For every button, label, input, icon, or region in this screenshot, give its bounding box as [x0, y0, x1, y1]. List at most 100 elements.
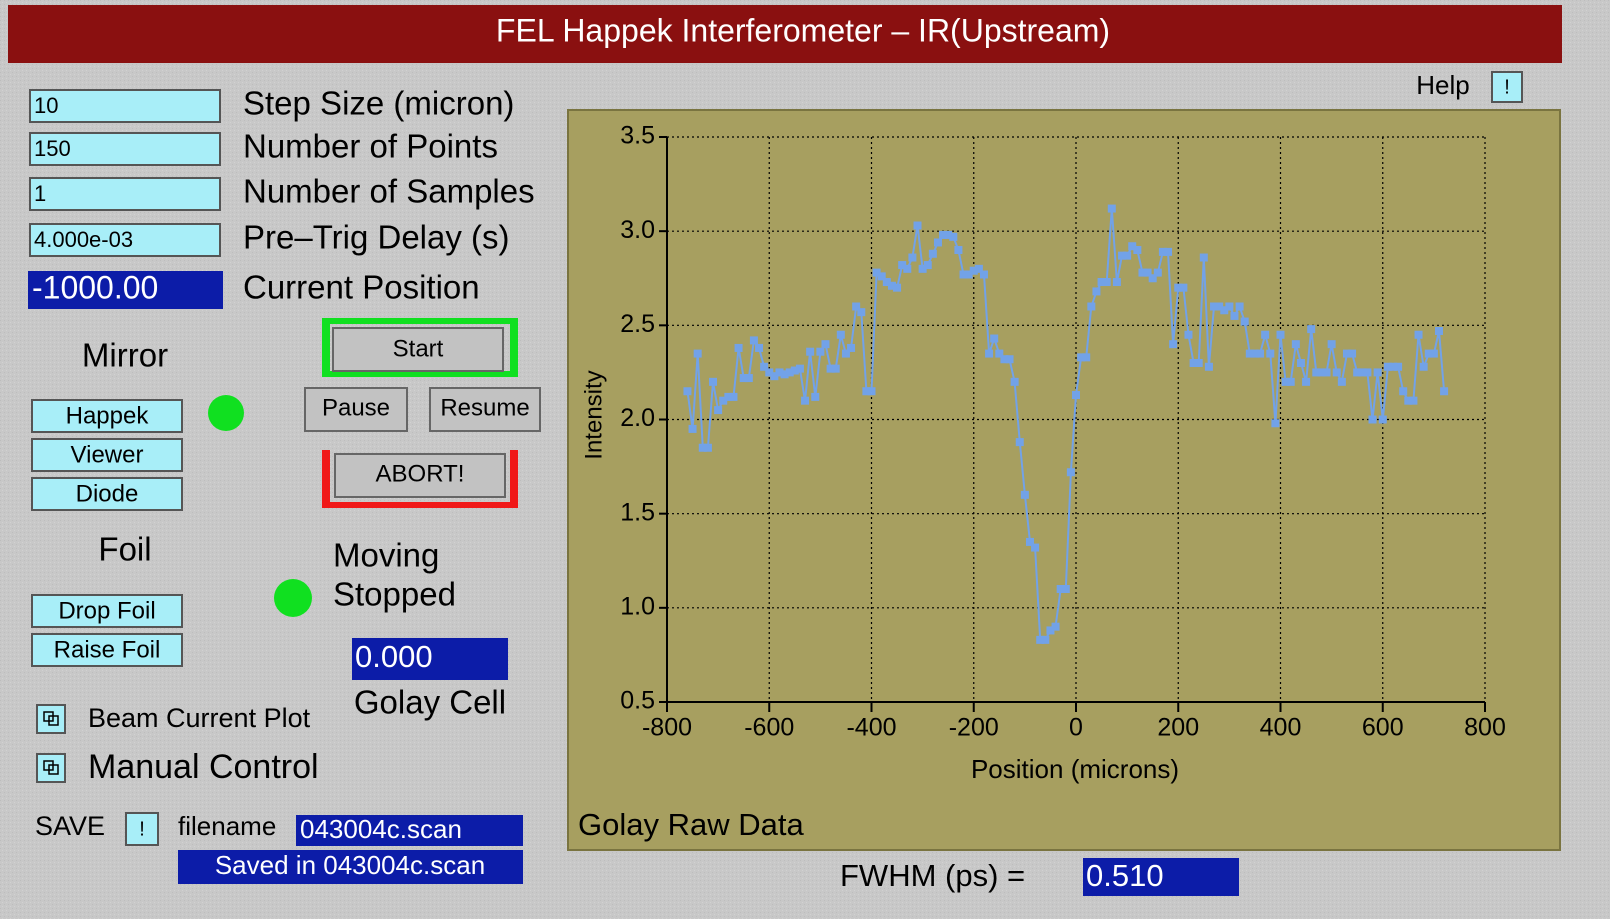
data-point — [1204, 362, 1213, 371]
resume-button-face[interactable] — [429, 387, 541, 432]
beam-plot-icon[interactable] — [36, 704, 66, 734]
setting-field[interactable] — [29, 177, 221, 211]
save-button-label[interactable]: ! — [139, 818, 145, 840]
data-point — [928, 249, 937, 258]
data-point — [1332, 368, 1341, 377]
abort-button[interactable]: ABORT! — [334, 453, 506, 498]
data-point — [1118, 251, 1127, 260]
setting-field[interactable] — [29, 223, 221, 257]
data-point — [1066, 468, 1075, 477]
data-point — [852, 302, 861, 311]
abort-button-face[interactable] — [334, 453, 506, 498]
foil-button-label[interactable]: Raise Foil — [54, 636, 161, 663]
setting-field[interactable] — [29, 132, 221, 166]
data-point — [836, 330, 845, 339]
filename-field[interactable] — [296, 815, 523, 846]
foil-button-face[interactable] — [31, 633, 183, 667]
data-point — [1394, 362, 1403, 371]
data-point — [1302, 377, 1311, 386]
setting-value[interactable]: 150 — [34, 136, 71, 161]
mirror-button-face[interactable] — [31, 438, 183, 472]
data-point — [1440, 387, 1449, 396]
data-point — [1388, 362, 1397, 371]
data-point — [1383, 362, 1392, 371]
help-label: Help — [1416, 70, 1469, 100]
data-point — [1184, 330, 1193, 339]
foil-button[interactable]: Raise Foil — [31, 633, 183, 667]
x-tick-label: -600 — [744, 714, 794, 742]
x-tick-label: 800 — [1464, 714, 1506, 742]
setting-value[interactable]: 1 — [34, 181, 46, 206]
data-point — [954, 246, 963, 254]
help-button-face[interactable] — [1491, 71, 1523, 103]
data-point — [1245, 349, 1254, 358]
help-button[interactable]: ! — [1491, 71, 1523, 103]
data-point — [806, 347, 815, 356]
data-point — [744, 374, 753, 383]
data-point — [1399, 387, 1408, 396]
data-point — [1215, 302, 1224, 311]
motion-indicator — [274, 579, 312, 617]
y-tick-label: 2.5 — [620, 310, 655, 338]
plot: 0.5 1.0 1.5 2.0 2.5 3.0 3.5 -800 -600 -400 -200 0 20… — [620, 122, 1506, 742]
start-button[interactable]: Start — [332, 327, 504, 372]
manual-control-icon[interactable] — [36, 753, 66, 783]
data-point — [985, 349, 994, 358]
chart-panel — [567, 109, 1561, 851]
data-point — [724, 392, 733, 401]
x-tick-label: 400 — [1260, 714, 1302, 742]
golay-value: 0.000 — [355, 639, 433, 674]
mirror-button-face[interactable] — [31, 399, 183, 433]
mirror-button-face[interactable] — [31, 477, 183, 511]
help-button-label[interactable]: ! — [1504, 76, 1510, 98]
manual-control-icon-glyph[interactable] — [48, 764, 59, 775]
foil-button-face[interactable] — [31, 594, 183, 628]
y-tick-label: 1.0 — [620, 592, 655, 620]
data-point — [1368, 415, 1377, 424]
data-point — [831, 364, 840, 373]
setting-value[interactable]: 10 — [34, 93, 58, 118]
mirror-button[interactable]: Viewer — [31, 438, 183, 472]
window-title: FEL Happek Interferometer – IR(Upstream) — [496, 12, 1110, 48]
mirror-button[interactable]: Happek — [31, 399, 183, 433]
beam-plot-icon-glyph[interactable] — [48, 715, 59, 726]
setting-field[interactable] — [29, 89, 221, 123]
pause-button-label[interactable]: Pause — [322, 394, 390, 421]
foil-button-label[interactable]: Drop Foil — [58, 597, 155, 624]
data-point — [898, 261, 907, 270]
fwhm-display — [1083, 858, 1239, 896]
resume-button-label[interactable]: Resume — [440, 394, 529, 421]
data-point — [1020, 490, 1029, 499]
foil-button[interactable]: Drop Foil — [31, 594, 183, 628]
pause-button-face[interactable] — [304, 387, 408, 432]
data-point — [693, 349, 702, 358]
data-point — [801, 396, 810, 405]
data-point — [1327, 340, 1336, 349]
data-point — [1056, 585, 1065, 593]
data-point — [826, 364, 835, 373]
data-point — [1404, 396, 1413, 405]
save-button-face[interactable] — [125, 812, 159, 846]
mirror-button[interactable]: Diode — [31, 477, 183, 511]
abort-button-label[interactable]: ABORT! — [376, 460, 465, 487]
mirror-button-label[interactable]: Happek — [66, 402, 150, 429]
start-button-label[interactable]: Start — [393, 335, 444, 362]
data-point — [903, 264, 912, 273]
save-button[interactable]: ! — [125, 812, 159, 846]
y-tick-label: 1.5 — [620, 498, 655, 526]
data-point — [1107, 204, 1116, 213]
data-point — [1261, 330, 1270, 339]
data-point — [1276, 330, 1285, 339]
mirror-button-label[interactable]: Diode — [76, 480, 139, 507]
data-point — [683, 387, 692, 396]
manual-control-toggle[interactable] — [36, 753, 66, 783]
pause-button[interactable]: Pause — [304, 387, 408, 432]
start-button-face[interactable] — [332, 327, 504, 372]
resume-button[interactable]: Resume — [429, 387, 541, 432]
beam-plot-toggle[interactable] — [36, 704, 66, 734]
filename-value[interactable]: 043004c.scan — [300, 814, 462, 844]
setting-value[interactable]: 4.000e-03 — [34, 227, 133, 252]
mirror-button-label[interactable]: Viewer — [71, 441, 144, 468]
data-point — [811, 392, 820, 401]
data-point — [1072, 391, 1080, 400]
